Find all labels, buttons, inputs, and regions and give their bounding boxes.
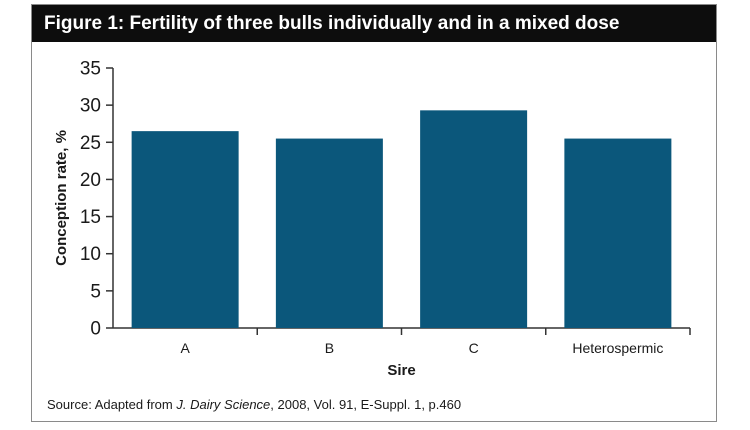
y-tick-label: 15 [80, 207, 101, 228]
y-tick-label: 35 [80, 59, 101, 80]
source-prefix: Source: Adapted from [47, 397, 177, 412]
chart-title: Figure 1: Fertility of three bulls indiv… [32, 5, 716, 42]
y-tick-label: 5 [90, 281, 101, 302]
y-tick-label: 30 [80, 96, 101, 117]
x-tick-label: Heterospermic [572, 340, 663, 356]
x-tick-label: B [325, 340, 334, 356]
x-tick-label: C [469, 340, 479, 356]
y-tick-label: 0 [90, 319, 101, 340]
y-tick-label: 10 [80, 244, 101, 265]
bar-a [131, 131, 239, 328]
source-note: Source: Adapted from J. Dairy Science, 2… [47, 397, 461, 412]
y-axis-title: Conception rate, % [53, 130, 70, 266]
source-suffix: , 2008, Vol. 91, E-Suppl. 1, p.460 [270, 397, 462, 412]
bar-heterospermic [564, 138, 672, 328]
x-tick-label: A [180, 340, 190, 356]
bar-c [420, 110, 528, 328]
y-tick-label: 20 [80, 170, 101, 191]
source-journal: J. Dairy Science [176, 397, 271, 412]
x-axis-title: Sire [387, 362, 415, 379]
y-tick-label: 25 [80, 133, 101, 154]
bar-b [275, 138, 383, 328]
